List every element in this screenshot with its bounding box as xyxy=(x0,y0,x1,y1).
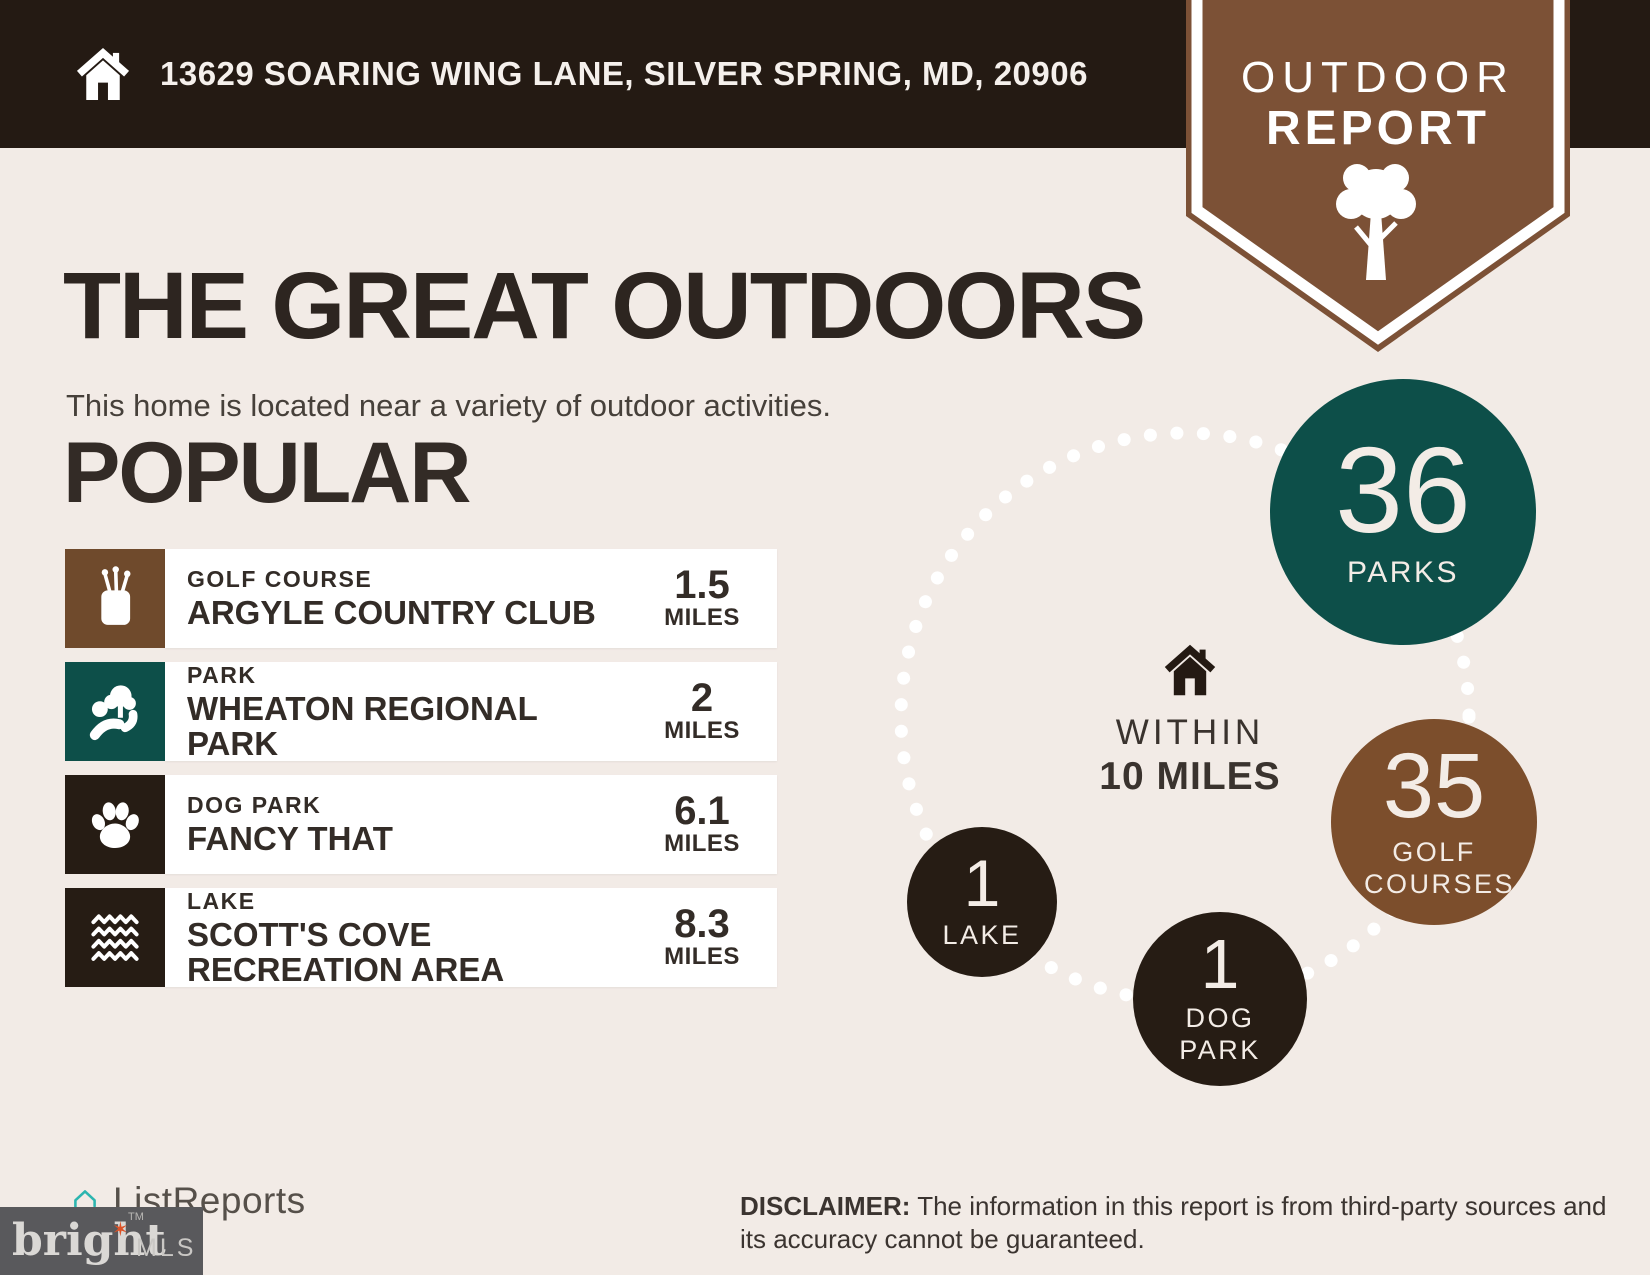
stat-circle-lake: 1 LAKE xyxy=(907,827,1057,977)
stat-label: GOLF COURSES xyxy=(1364,836,1516,899)
stat-value: 1 xyxy=(1200,924,1240,1003)
home-icon xyxy=(76,47,130,101)
list-item-park: PARK WHEATON REGIONAL PARK 2 MILES xyxy=(65,662,777,762)
popular-heading: POPULAR xyxy=(63,425,471,521)
stat-value: 35 xyxy=(1382,735,1486,838)
stat-circle-golf-courses: 35 GOLF COURSES xyxy=(1331,719,1537,925)
radius-label-line2: 10 MILES xyxy=(1099,755,1281,798)
disclaimer-text: The information in this report is from t… xyxy=(740,1191,1607,1255)
item-name: WHEATON REGIONAL PARK xyxy=(187,690,538,762)
bright-wordmark: bright xyxy=(12,1215,166,1266)
stat-value: 36 xyxy=(1335,422,1471,559)
tree-icon xyxy=(1336,164,1416,280)
paw-icon xyxy=(65,775,165,874)
list-item-dog-park: DOG PARK FANCY THAT 6.1 MILES xyxy=(65,775,777,874)
radius-center: WITHIN 10 MILES xyxy=(1040,640,1340,799)
trademark-symbol: TM xyxy=(128,1211,144,1223)
stat-circle-dog-park: 1 DOG PARK xyxy=(1133,912,1307,1086)
waves-icon xyxy=(65,888,165,987)
item-category: PARK xyxy=(187,662,257,689)
stat-circle-parks: 36 PARKS xyxy=(1270,379,1536,645)
popular-list: GOLF COURSE ARGYLE COUNTRY CLUB 1.5 MILE… xyxy=(65,549,777,988)
item-name: SCOTT'S COVE RECREATION AREA xyxy=(187,916,505,988)
listreports-logo: ListReports xyxy=(65,1180,306,1222)
item-name: FANCY THAT xyxy=(187,820,393,858)
list-item-lake: LAKE SCOTT'S COVE RECREATION AREA 8.3 MI… xyxy=(65,888,777,988)
listreports-house-icon xyxy=(74,1190,96,1216)
golf-bag-icon xyxy=(65,549,165,648)
home-icon xyxy=(1164,644,1216,696)
item-category: LAKE xyxy=(187,888,256,915)
item-distance: 2 MILES xyxy=(664,675,740,744)
disclaimer: DISCLAIMER: The information in this repo… xyxy=(740,1190,1620,1257)
item-distance: 1.5 MILES xyxy=(664,562,740,631)
item-category: GOLF COURSE xyxy=(187,566,373,593)
stat-label: DOG PARK xyxy=(1179,1003,1261,1066)
item-distance: 6.1 MILES xyxy=(664,788,740,857)
mls-wordmark: MLS xyxy=(136,1234,197,1262)
disclaimer-label: DISCLAIMER: xyxy=(740,1191,911,1221)
page-subtitle: This home is located near a variety of o… xyxy=(66,388,832,423)
stat-value: 1 xyxy=(963,845,1001,920)
list-item-golf-course: GOLF COURSE ARGYLE COUNTRY CLUB 1.5 MILE… xyxy=(65,549,777,648)
item-category: DOG PARK xyxy=(187,792,322,819)
park-icon xyxy=(65,662,165,761)
item-distance: 8.3 MILES xyxy=(664,901,740,970)
page-title: THE GREAT OUTDOORS xyxy=(63,253,1146,359)
address-bar: 13629 SOARING WING LANE, SILVER SPRING, … xyxy=(0,0,1650,148)
bright-star-icon: ✶ xyxy=(112,1219,129,1241)
bright-mls-logo: bright ✶ TM MLS xyxy=(0,1207,203,1275)
item-name: ARGYLE COUNTRY CLUB xyxy=(187,594,596,632)
property-address: 13629 SOARING WING LANE, SILVER SPRING, … xyxy=(160,55,1088,92)
stat-label: LAKE xyxy=(942,920,1022,951)
radius-label-line1: WITHIN xyxy=(1115,713,1265,752)
stat-label: PARKS xyxy=(1347,556,1459,590)
